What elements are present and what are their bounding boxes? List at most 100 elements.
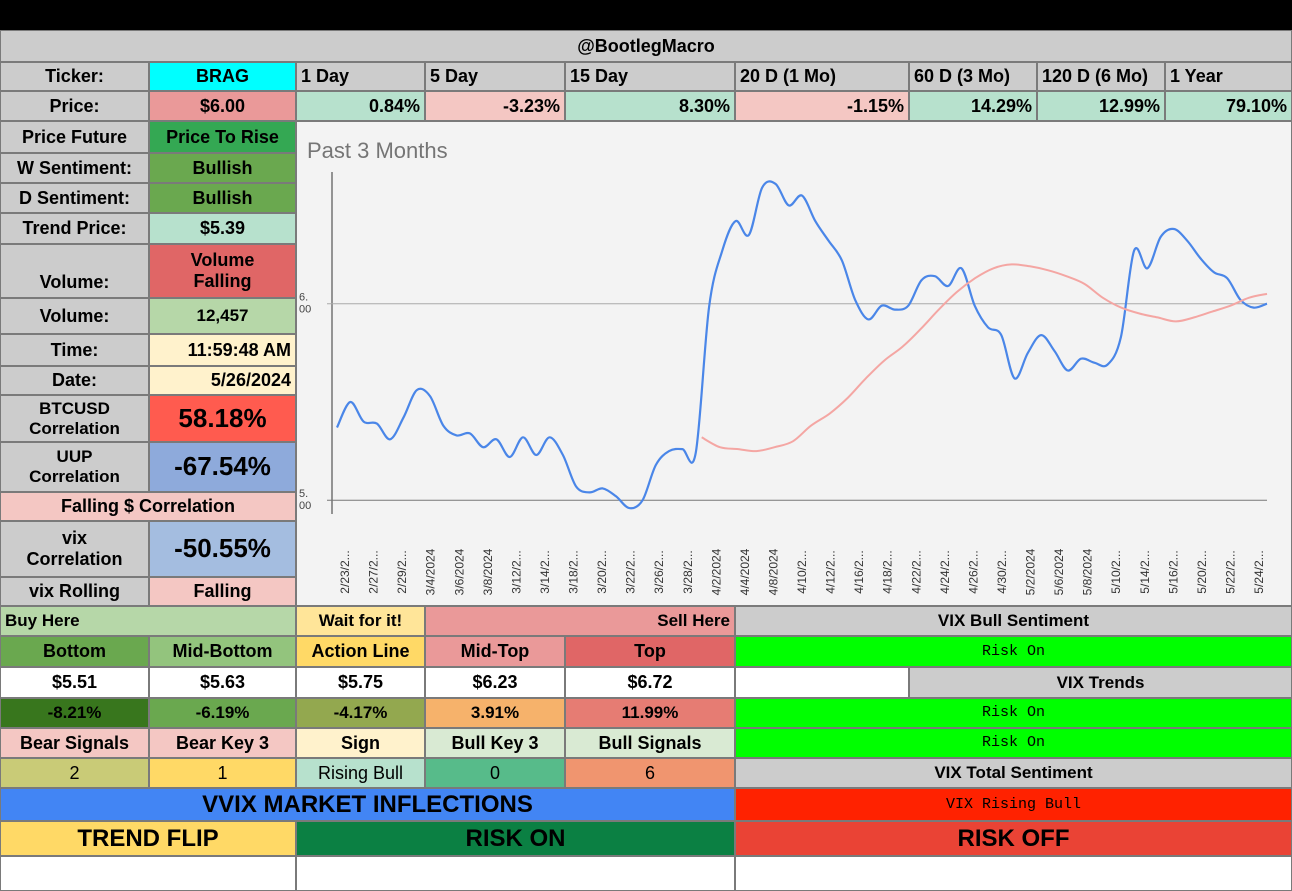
bear-signals-value: 2 [0, 758, 149, 788]
x-tick-label: 5/20/2... [1195, 550, 1209, 593]
trend-price-label: Trend Price: [0, 213, 149, 244]
btcusd-label: BTCUSD Correlation [0, 395, 149, 442]
change-120-day: 12.99% [1037, 91, 1165, 121]
x-tick-label: 3/26/2... [652, 550, 666, 593]
volume-trend-label: Volume: [0, 244, 149, 298]
x-tick-label: 5/8/2024 [1081, 548, 1095, 595]
uup-label: UUP Correlation [0, 442, 149, 492]
vix-total-sentiment-label: VIX Total Sentiment [735, 758, 1292, 788]
vix-bull-sentiment-label: VIX Bull Sentiment [735, 606, 1292, 636]
x-tick-label: 2/27/2... [367, 550, 381, 593]
wait-label: Wait for it! [296, 606, 425, 636]
ticker-value: BRAG [149, 62, 296, 91]
trend-flip-value [0, 856, 296, 891]
vix-rolling-label: vix Rolling [0, 577, 149, 606]
vix-corr-value: -50.55% [149, 521, 296, 577]
x-tick-label: 5/14/2... [1138, 550, 1152, 593]
vvix-inflections-title: VVIX MARKET INFLECTIONS [0, 788, 735, 821]
w-sentiment-value: Bullish [149, 153, 296, 183]
uup-label-line2: Correlation [29, 467, 120, 486]
vix-corr-label-line1: vix [61, 528, 88, 549]
x-tick-label: 3/20/2... [595, 550, 609, 593]
top-bar [0, 0, 1292, 30]
x-tick-label: 5/2/2024 [1024, 548, 1038, 595]
x-tick-label: 5/24/2... [1252, 550, 1266, 593]
x-tick-label: 4/22/2... [909, 550, 923, 593]
action-line-header: Action Line [296, 636, 425, 667]
change-5-day: -3.23% [425, 91, 565, 121]
volume-trend-label-text: Volume: [39, 272, 110, 293]
x-tick-label: 4/18/2... [881, 550, 895, 593]
x-tick-label: 4/10/2... [795, 550, 809, 593]
x-tick-label: 3/28/2... [681, 550, 695, 593]
date-value: 5/26/2024 [149, 366, 296, 395]
vix-trends-blank [735, 667, 909, 698]
vix-bull-sentiment-value: Risk On [735, 636, 1292, 667]
x-tick-label: 3/14/2... [538, 550, 552, 593]
uup-label-line1: UUP [56, 447, 93, 467]
price-chart-svg: Past 3 Months 6. 005. 002/23/2... 2/27/2...… [299, 138, 1268, 595]
x-tick-label: 3/22/2... [624, 550, 638, 593]
ticker-label: Ticker: [0, 62, 149, 91]
x-tick-label: 5/16/2... [1166, 550, 1180, 593]
volume-trend-value: Volume Falling [149, 244, 296, 298]
volume-value: 12,457 [149, 298, 296, 334]
x-tick-label: 2/29/2... [395, 550, 409, 593]
price-chart: Past 3 Months 6. 00 5. 00 2/23/2... 2/27/2...… [296, 121, 1292, 606]
time-value: 11:59:48 AM [149, 334, 296, 366]
mid-bottom-pct: -6.19% [149, 698, 296, 728]
change-20-day: -1.15% [735, 91, 909, 121]
page-title: @BootlegMacro [0, 30, 1292, 62]
risk-off-label: RISK OFF [735, 821, 1292, 856]
x-tick-label: 5/10/2... [1109, 550, 1123, 593]
date-label: Date: [0, 366, 149, 395]
x-tick-label: 4/24/2... [938, 550, 952, 593]
x-tick-label: 3/4/2024 [424, 548, 438, 595]
top-price: $6.72 [565, 667, 735, 698]
volume-label: Volume: [0, 298, 149, 334]
sell-here-label: Sell Here [425, 606, 735, 636]
vix-trend-1: Risk On [735, 698, 1292, 728]
bear-signals-header: Bear Signals [0, 728, 149, 758]
x-tick-label: 4/12/2... [824, 550, 838, 593]
x-tick-label: 5/22/2... [1223, 550, 1237, 593]
bear-key3-value: 1 [149, 758, 296, 788]
x-tick-label: 3/18/2... [567, 550, 581, 593]
buy-here-label: Buy Here [0, 606, 296, 636]
x-tick-label: 3/12/2... [509, 550, 523, 593]
mid-top-pct: 3.91% [425, 698, 565, 728]
y-tick-label-part: 6. [299, 292, 308, 304]
period-15-day: 15 Day [565, 62, 735, 91]
mid-top-header: Mid-Top [425, 636, 565, 667]
btcusd-label-line2: Correlation [29, 418, 120, 438]
mid-bottom-price: $5.63 [149, 667, 296, 698]
x-tick-label: 4/2/2024 [709, 548, 723, 595]
btcusd-label-line1: BTCUSD [39, 398, 110, 418]
y-tick-label: 5. 00 [299, 488, 311, 512]
w-sentiment-label: W Sentiment: [0, 153, 149, 183]
price-label: Price: [0, 91, 149, 121]
bull-key3-header: Bull Key 3 [425, 728, 565, 758]
vix-rolling-value: Falling [149, 577, 296, 606]
period-5-day: 5 Day [425, 62, 565, 91]
action-line-pct: -4.17% [296, 698, 425, 728]
x-tick-label: 4/30/2... [995, 550, 1009, 593]
volume-trend-line1: Volume [190, 250, 255, 271]
x-tick-label: 4/16/2... [852, 550, 866, 593]
bear-key3-header: Bear Key 3 [149, 728, 296, 758]
bull-key3-value: 0 [425, 758, 565, 788]
chart-title: Past 3 Months [307, 138, 448, 163]
price-value: $6.00 [149, 91, 296, 121]
change-15-day: 8.30% [565, 91, 735, 121]
y-tick-label: 6. 00 [299, 292, 311, 316]
top-pct: 11.99% [565, 698, 735, 728]
mid-top-price: $6.23 [425, 667, 565, 698]
action-line-price: $5.75 [296, 667, 425, 698]
price-line [336, 180, 1268, 510]
d-sentiment-value: Bullish [149, 183, 296, 213]
x-tick-label: 4/8/2024 [766, 548, 780, 595]
falling-dollar-correlation: Falling $ Correlation [0, 492, 296, 521]
change-1-year: 79.10% [1165, 91, 1292, 121]
d-sentiment-label: D Sentiment: [0, 183, 149, 213]
sign-value: Rising Bull [296, 758, 425, 788]
